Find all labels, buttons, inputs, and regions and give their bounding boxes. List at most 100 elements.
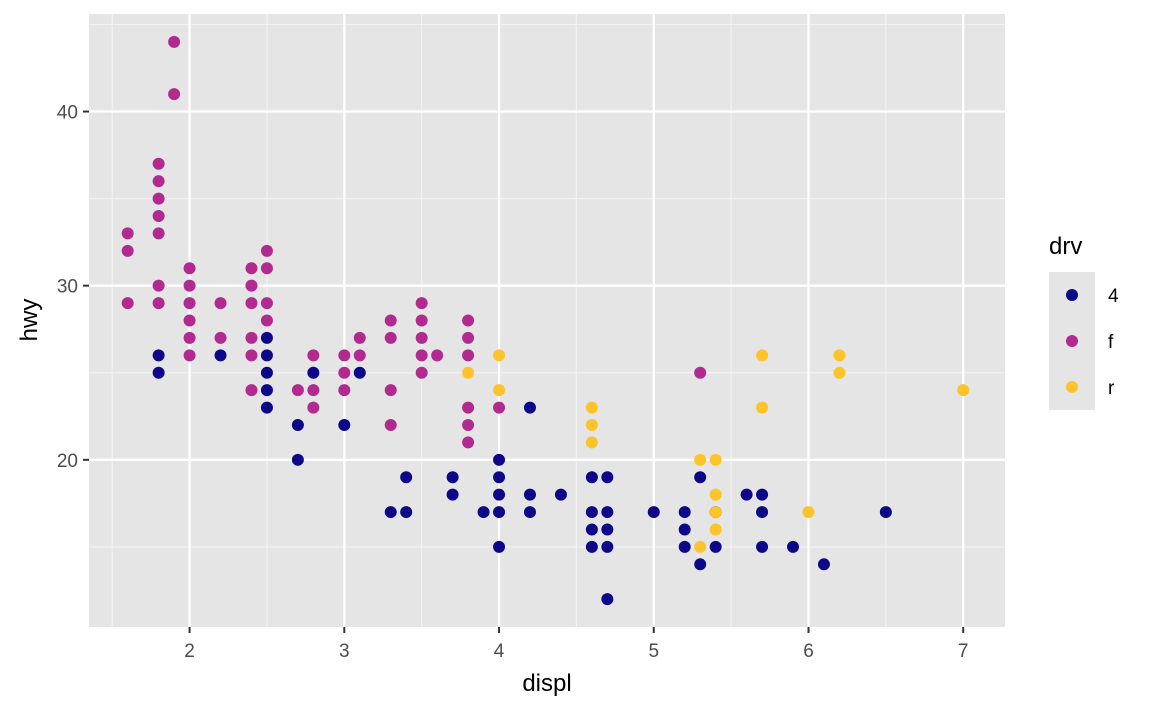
data-point — [183, 331, 196, 344]
data-point — [338, 418, 351, 431]
data-point — [647, 506, 660, 519]
data-point — [678, 506, 691, 519]
data-point — [431, 349, 444, 362]
data-point — [493, 453, 506, 466]
data-point — [260, 331, 273, 344]
data-point — [152, 192, 165, 205]
data-point — [415, 349, 428, 362]
data-point — [462, 366, 475, 379]
data-point — [260, 297, 273, 310]
data-point — [384, 331, 397, 344]
data-point — [694, 558, 707, 571]
y-axis: 20 30 40 — [57, 103, 89, 472]
x-tick-label: 5 — [648, 641, 659, 662]
data-point — [709, 506, 722, 519]
grid-minor — [89, 14, 1005, 627]
data-point — [183, 279, 196, 292]
data-point — [462, 314, 475, 327]
data-point — [384, 418, 397, 431]
data-point — [554, 488, 567, 501]
data-point — [168, 35, 181, 48]
data-point — [168, 88, 181, 101]
data-point — [183, 314, 196, 327]
y-axis-title: hwy — [16, 299, 43, 342]
data-point — [462, 331, 475, 344]
data-point — [601, 506, 614, 519]
data-point — [183, 262, 196, 275]
data-point — [585, 401, 598, 414]
data-point — [260, 244, 273, 257]
data-point — [152, 157, 165, 170]
data-point — [245, 297, 258, 310]
data-point — [307, 384, 320, 397]
data-point — [245, 384, 258, 397]
data-point — [694, 453, 707, 466]
x-axis: 2 3 4 5 6 7 — [184, 627, 969, 662]
data-point — [585, 506, 598, 519]
data-point — [307, 366, 320, 379]
data-point — [740, 488, 753, 501]
data-point — [415, 314, 428, 327]
y-tick-label: 20 — [57, 451, 78, 472]
data-point — [462, 418, 475, 431]
x-tick-label: 4 — [494, 641, 505, 662]
data-point — [260, 401, 273, 414]
data-point — [585, 471, 598, 484]
data-point — [477, 506, 490, 519]
data-point — [787, 540, 800, 553]
data-point — [756, 401, 769, 414]
legend-key — [1066, 335, 1078, 347]
data-point — [462, 349, 475, 362]
data-point — [400, 471, 413, 484]
data-point — [678, 540, 691, 553]
data-point — [957, 384, 970, 397]
data-point — [152, 297, 165, 310]
data-point — [384, 506, 397, 519]
y-tick-label: 40 — [57, 103, 78, 124]
data-point — [462, 436, 475, 449]
data-point — [446, 488, 459, 501]
data-point — [183, 349, 196, 362]
data-point — [523, 488, 536, 501]
data-point — [493, 384, 506, 397]
data-point — [353, 349, 366, 362]
data-point — [152, 210, 165, 223]
x-tick-label: 6 — [803, 641, 814, 662]
plot-panel — [89, 14, 1005, 627]
data-point — [585, 540, 598, 553]
data-point — [756, 488, 769, 501]
data-point — [245, 349, 258, 362]
data-point — [756, 506, 769, 519]
data-point — [121, 244, 134, 257]
data-point — [709, 453, 722, 466]
data-point — [694, 471, 707, 484]
data-point — [291, 453, 304, 466]
data-point — [493, 349, 506, 362]
data-point — [214, 349, 227, 362]
data-point — [709, 488, 722, 501]
data-point — [678, 523, 691, 536]
data-point — [121, 227, 134, 240]
data-point — [384, 384, 397, 397]
data-point — [307, 349, 320, 362]
data-points — [121, 35, 970, 606]
legend-title: drv — [1049, 233, 1082, 260]
data-point — [415, 366, 428, 379]
data-point — [260, 349, 273, 362]
data-point — [245, 331, 258, 344]
data-point — [601, 540, 614, 553]
data-point — [338, 349, 351, 362]
data-point — [802, 506, 815, 519]
data-point — [260, 262, 273, 275]
data-point — [817, 558, 830, 571]
data-point — [493, 540, 506, 553]
data-point — [152, 227, 165, 240]
legend-label: f — [1108, 332, 1114, 353]
legend-key — [1066, 289, 1078, 301]
data-point — [152, 349, 165, 362]
x-tick-label: 7 — [958, 641, 969, 662]
data-point — [523, 506, 536, 519]
data-point — [879, 506, 892, 519]
data-point — [709, 540, 722, 553]
data-point — [245, 262, 258, 275]
